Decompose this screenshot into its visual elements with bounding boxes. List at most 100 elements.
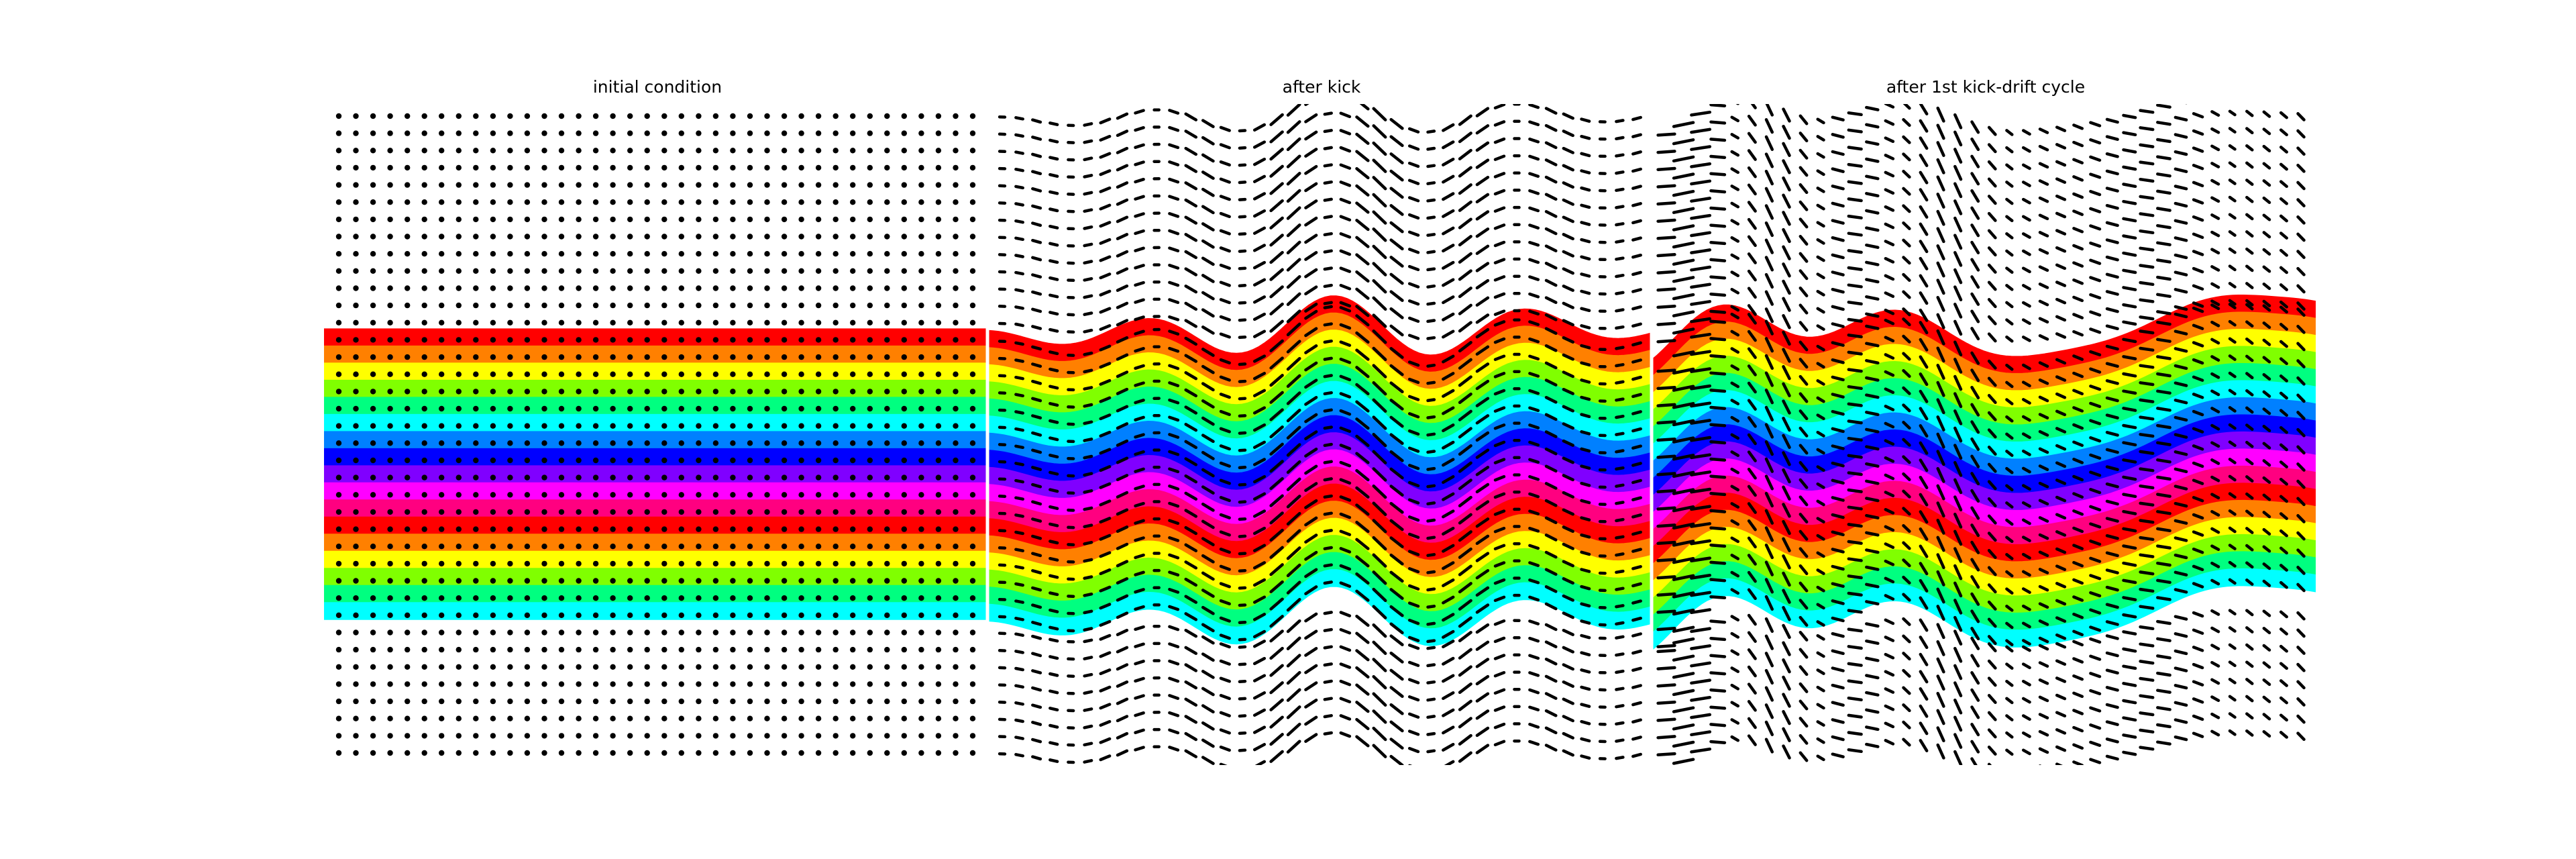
tracer-point [439, 285, 445, 291]
tracer-point [2105, 465, 2119, 471]
tracer-point [439, 681, 445, 687]
tracer-point [1987, 246, 1997, 257]
tracer-point [1799, 699, 1809, 711]
tracer-point [798, 698, 804, 705]
tracer-point [1631, 513, 1642, 519]
tracer-point [507, 251, 513, 257]
tracer-point [2089, 539, 2102, 546]
tracer-point [764, 199, 770, 205]
tracer-point [969, 681, 976, 687]
tracer-point [1323, 322, 1333, 327]
tracer-point [1580, 685, 1591, 691]
tracer-point [2122, 251, 2137, 257]
tracer-point [1847, 249, 1863, 254]
tracer-point [764, 646, 770, 653]
tracer-point [850, 405, 856, 412]
tracer-point [1355, 314, 1370, 327]
tracer-point [353, 164, 359, 171]
tracer-point [1730, 347, 1740, 354]
tracer-point [1099, 324, 1112, 332]
tracer-point [1656, 627, 1676, 631]
tracer-point [2245, 109, 2254, 117]
tracer-point [576, 595, 582, 601]
tracer-point [1339, 215, 1352, 221]
tracer-point [1184, 164, 1198, 173]
tracer-point [2210, 162, 2220, 168]
tracer-point [1672, 207, 1695, 214]
tracer-point [370, 337, 376, 343]
tracer-point [696, 164, 702, 171]
tracer-point [1389, 324, 1404, 337]
tracer-point [1799, 132, 1809, 143]
tracer-point [541, 371, 547, 377]
tracer-point [1442, 354, 1455, 364]
tracer-point [507, 285, 513, 291]
tracer-point [2174, 570, 2188, 576]
tracer-point [2122, 750, 2137, 756]
tracer-point [473, 302, 479, 309]
tracer-point [798, 164, 804, 171]
tracer-point [1238, 414, 1247, 418]
tracer-point [1031, 569, 1042, 574]
tracer-point [1847, 488, 1863, 493]
tracer-point [833, 405, 839, 412]
tracer-point [1936, 743, 1945, 760]
tracer-point [1709, 560, 1727, 565]
tracer-point [678, 199, 684, 205]
tracer-point [712, 302, 719, 309]
tracer-point [1304, 199, 1318, 209]
tracer-point [1252, 389, 1267, 397]
tracer-point [1747, 183, 1757, 196]
tracer-point [661, 234, 667, 240]
tracer-point [2021, 714, 2031, 721]
tracer-point [935, 750, 942, 756]
tracer-point [1304, 309, 1318, 320]
tracer-point [644, 113, 650, 119]
tracer-point [490, 182, 496, 188]
tracer-point [1372, 244, 1387, 260]
tracer-point [833, 268, 839, 274]
tracer-point [370, 251, 376, 257]
tracer-point [1580, 754, 1591, 760]
tracer-point [576, 113, 582, 119]
tracer-point [1615, 273, 1625, 279]
tracer-point [1709, 337, 1727, 342]
tracer-point [730, 681, 736, 687]
tracer-point [2192, 146, 2204, 153]
tracer-point [1286, 274, 1301, 289]
tracer-point [1656, 666, 1676, 670]
tracer-point [1475, 158, 1490, 169]
tracer-point [1049, 419, 1059, 424]
tracer-point [1286, 137, 1301, 152]
tracer-point [507, 199, 513, 205]
tracer-point [1442, 595, 1455, 605]
tracer-point [1544, 361, 1558, 370]
tracer-point [1426, 605, 1436, 609]
tracer-point [833, 646, 839, 653]
tracer-point [1580, 634, 1591, 640]
tracer-point [1083, 438, 1093, 442]
tracer-point [1580, 152, 1591, 158]
tracer-point [2192, 582, 2204, 589]
tracer-point [2262, 627, 2271, 635]
tracer-point [1730, 305, 1740, 312]
tracer-point [1730, 450, 1740, 457]
tracer-point [884, 560, 890, 567]
tracer-point [1014, 632, 1024, 637]
tracer-point [850, 629, 856, 636]
tracer-point [1304, 612, 1318, 623]
tracer-point [1816, 362, 1825, 369]
tracer-point [1782, 675, 1791, 691]
tracer-point [730, 750, 736, 756]
tracer-point [901, 216, 908, 223]
tracer-point [1970, 189, 1980, 203]
tracer-point [524, 440, 531, 446]
tracer-point [1919, 104, 1929, 115]
tracer-point [1764, 204, 1774, 220]
tracer-point [1865, 497, 1880, 503]
tracer-point [1134, 450, 1145, 456]
tracer-point [1372, 692, 1387, 707]
tracer-point [2038, 144, 2049, 152]
tracer-point [455, 423, 462, 429]
tracer-point [1355, 417, 1370, 430]
